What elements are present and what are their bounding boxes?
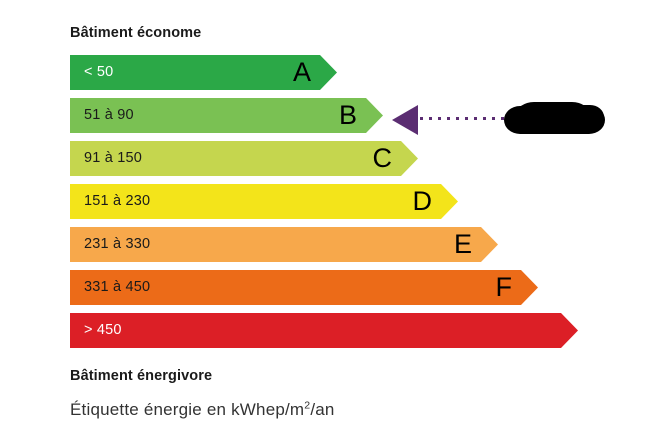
bar-shape xyxy=(70,313,578,348)
energy-class-bar-c: 91 à 150 C xyxy=(70,141,418,176)
energy-class-bar-b: 51 à 90 B xyxy=(70,98,383,133)
caption-energy-unit-prefix: Étiquette énergie en kWhep/m xyxy=(70,400,305,419)
energy-class-bar-f: 331 à 450 F xyxy=(70,270,538,305)
bar-range-label: 231 à 330 xyxy=(84,236,151,252)
energy-class-bar-g: > 450 xyxy=(70,313,578,348)
bar-range-label: 331 à 450 xyxy=(84,279,151,295)
energy-class-scale: < 50 A 51 à 90 B 91 à 150 C 151 à 230 D 231 à 33… xyxy=(70,55,630,355)
bar-range-label: > 450 xyxy=(84,322,122,338)
bar-shape xyxy=(70,98,383,133)
bar-range-label: 91 à 150 xyxy=(84,150,143,166)
bar-range-label: 151 à 230 xyxy=(84,193,151,209)
bar-class-letter: D xyxy=(412,186,433,216)
bar-shape xyxy=(70,141,418,176)
energy-class-bar-e: 231 à 330 E xyxy=(70,227,498,262)
bar-class-letter: C xyxy=(372,143,393,173)
redacted-value-blob xyxy=(504,101,605,136)
bar-class-letter: E xyxy=(453,229,472,259)
redaction-shape-c xyxy=(552,105,604,129)
bar-shape xyxy=(70,55,337,90)
caption-energy-hungry-building: Bâtiment énergivore xyxy=(70,368,213,384)
bar-range-label: < 50 xyxy=(84,64,114,80)
energy-class-bar-a: < 50 A xyxy=(70,55,337,90)
bar-class-letter: A xyxy=(292,57,311,87)
caption-energy-unit: Étiquette énergie en kWhep/m2/an xyxy=(70,400,335,420)
caption-energy-unit-exponent: 2 xyxy=(304,399,311,412)
bar-class-letter: B xyxy=(338,100,357,130)
bar-shape xyxy=(70,227,498,262)
energy-class-bar-d: 151 à 230 D xyxy=(70,184,458,219)
bar-shape xyxy=(70,270,538,305)
current-rating-pointer-arrow-icon xyxy=(392,105,418,135)
bar-class-letter: F xyxy=(495,272,513,302)
caption-energy-unit-suffix: /an xyxy=(310,400,335,419)
bar-shape xyxy=(70,184,458,219)
caption-economical-building: Bâtiment économe xyxy=(70,25,202,41)
bar-range-label: 51 à 90 xyxy=(84,107,134,123)
current-rating-pointer-line xyxy=(420,117,508,120)
